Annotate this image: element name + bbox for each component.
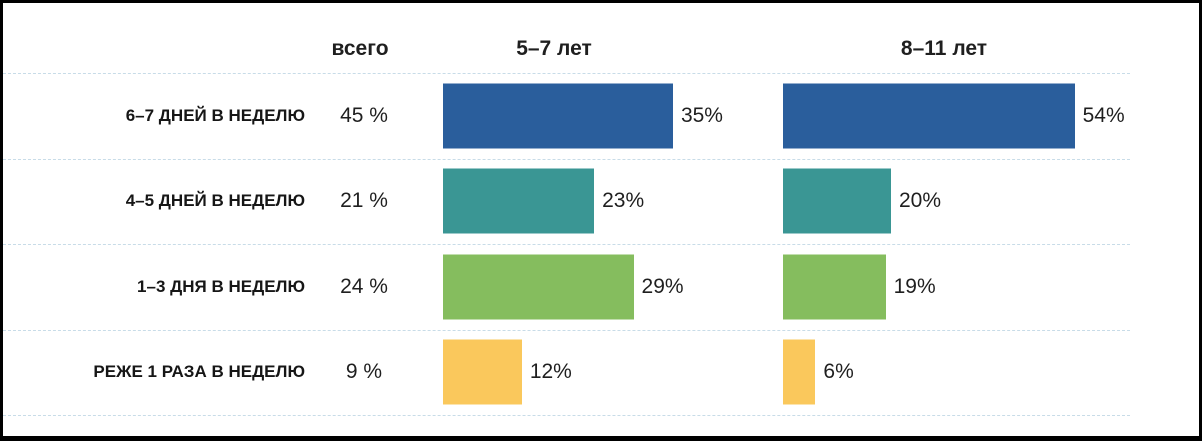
bar-value-8-11-let: 20%: [899, 189, 942, 213]
column-header-8-11-let: 8–11 лет: [900, 37, 988, 60]
bar-value-5-7-let: 29%: [641, 274, 684, 298]
bar-value-5-7-let: 35%: [680, 103, 723, 127]
table-row: РЕЖЕ 1 РАЗА В НЕДЕЛЮ 9 % 12% 6%: [3, 329, 1199, 416]
bar-value-8-11-let: 54%: [1082, 103, 1125, 127]
bar-value-5-7-let: 12%: [529, 360, 572, 384]
row-label: РЕЖЕ 1 РАЗА В НЕДЕЛЮ: [93, 362, 305, 382]
bar-8-11-let: [783, 339, 816, 405]
bar-8-11-let: [783, 168, 891, 234]
row-label: 1–3 ДНЯ В НЕДЕЛЮ: [137, 276, 305, 296]
bar-5-7-let: [443, 339, 522, 405]
bar-5-7-let: [443, 83, 673, 149]
total-value: 9 %: [345, 360, 383, 384]
bar-5-7-let: [443, 168, 595, 234]
bar-value-8-11-let: 6%: [823, 360, 854, 384]
total-value: 21 %: [340, 189, 388, 213]
bar-value-8-11-let: 19%: [893, 274, 936, 298]
bar-5-7-let: [443, 254, 634, 320]
bar-8-11-let: [783, 254, 886, 320]
table-row: 4–5 ДНЕЙ В НЕДЕЛЮ 21 % 23% 20%: [3, 158, 1199, 245]
bar-8-11-let: [783, 83, 1075, 149]
column-header-5-7-let: 5–7 лет: [516, 37, 592, 60]
total-value: 24 %: [340, 274, 388, 298]
row-label: 6–7 ДНЕЙ В НЕДЕЛЮ: [125, 105, 305, 125]
total-value: 45 %: [340, 103, 388, 127]
table-row: 1–3 ДНЯ В НЕДЕЛЮ 24 % 29% 19%: [3, 244, 1199, 330]
bar-value-5-7-let: 23%: [602, 189, 645, 213]
column-header-total: всего: [331, 37, 389, 60]
table-row: 6–7 ДНЕЙ В НЕДЕЛЮ 45 % 35% 54%: [3, 73, 1199, 159]
row-label: 4–5 ДНЕЙ В НЕДЕЛЮ: [125, 191, 305, 211]
header-row: всего 5–7 лет 8–11 лет: [3, 3, 1199, 73]
